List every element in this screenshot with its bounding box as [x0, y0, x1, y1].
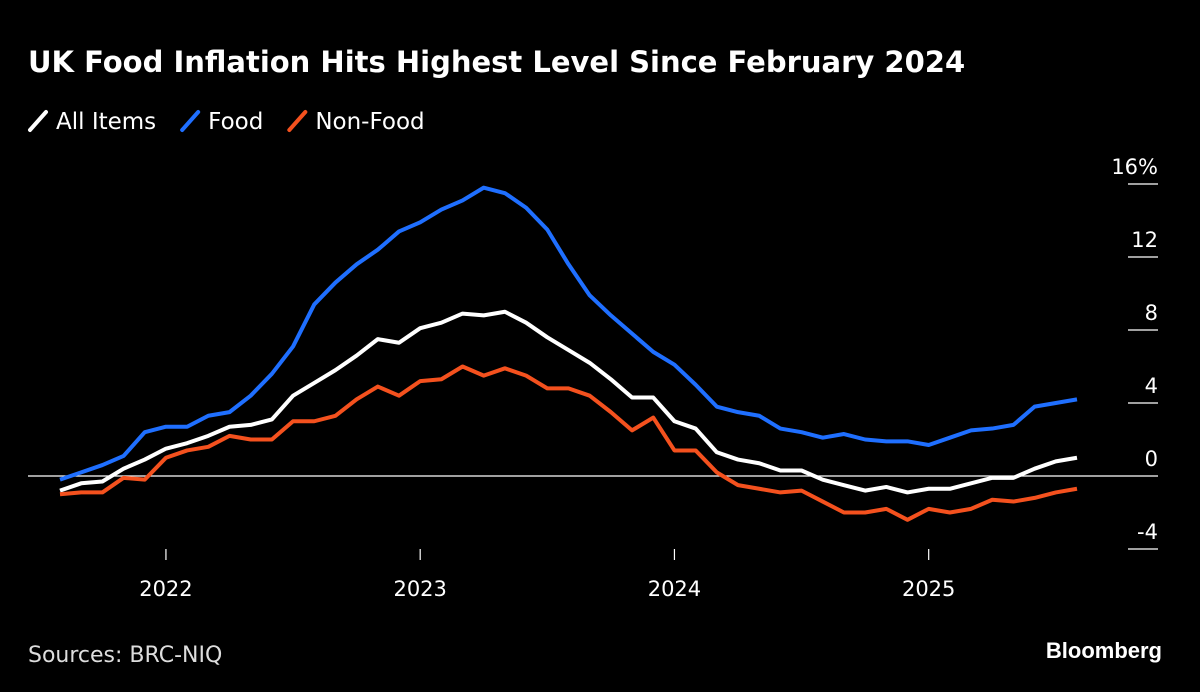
legend-label: Non-Food [315, 109, 424, 135]
x-tick-label: 2023 [393, 577, 446, 601]
y-tick-label: 4 [1145, 374, 1158, 398]
legend-label: All Items [56, 109, 156, 135]
source: Sources: BRC-NIQ [28, 643, 222, 668]
legend-swatch [180, 110, 201, 132]
series-line [59, 309, 1078, 495]
x-tick-label: 2022 [139, 577, 192, 601]
chart-title: UK Food Inflation Hits Highest Level Sin… [28, 45, 965, 79]
legend-swatch [28, 110, 48, 132]
x-tick-label: 2025 [902, 577, 955, 601]
y-tick-label: 8 [1145, 301, 1158, 325]
legend-label: Food [208, 109, 263, 135]
brand: Bloomberg [1046, 638, 1162, 663]
legend-swatch [287, 110, 308, 132]
y-tick-label: 0 [1145, 447, 1158, 471]
x-tick-label: 2024 [648, 577, 701, 601]
series-line [59, 364, 1078, 522]
y-tick-label: -4 [1137, 520, 1158, 544]
y-tick-label: 12 [1131, 228, 1158, 252]
y-tick-label: 16% [1111, 155, 1158, 179]
series-line [59, 185, 1078, 482]
